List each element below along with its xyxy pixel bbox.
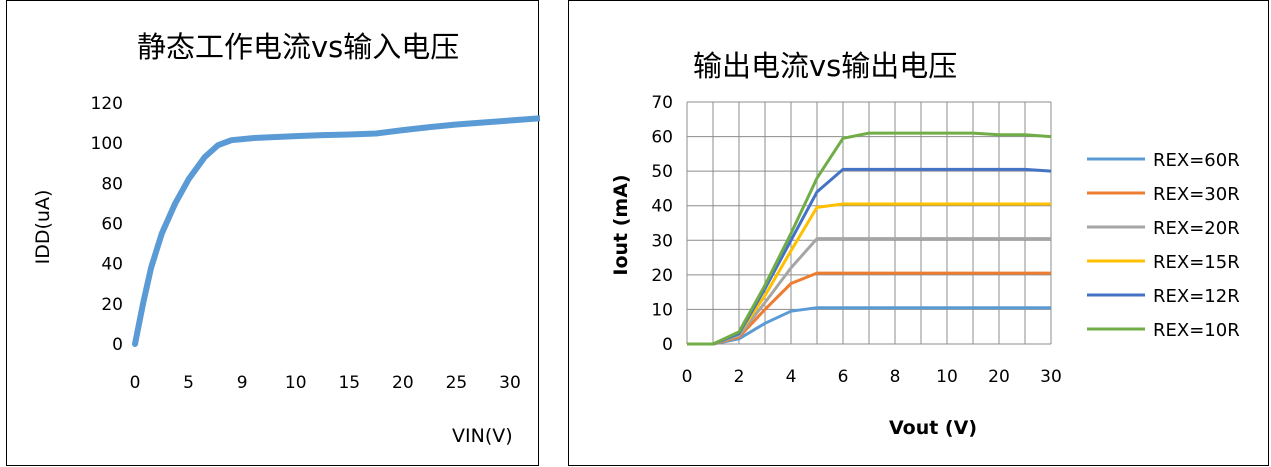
y-tick-label: 70 <box>651 93 673 113</box>
y-tick-label: 0 <box>112 335 123 355</box>
legend-item: REX=10R <box>1087 320 1240 341</box>
x-tick-label: 30 <box>1040 367 1062 387</box>
legend-label: REX=15R <box>1153 252 1240 273</box>
x-tick-label: 5 <box>183 373 194 393</box>
x-tick-label: 15 <box>338 373 360 393</box>
legend-item: REX=30R <box>1087 184 1240 205</box>
x-tick-label: 10 <box>285 373 307 393</box>
chart-panel-iout-vs-vout: 输出电流vs输出电压 Vout (V) Iout (mA) 0 10 20 30 40 5… <box>568 0 1269 466</box>
y-axis-title: IDD(uA) <box>32 190 54 265</box>
series-line-rex-20r <box>687 237 1051 346</box>
y-axis-title: Iout (mA) <box>610 174 632 275</box>
series-line-rex-60r <box>687 306 1051 346</box>
y-tick-label: 40 <box>101 255 123 275</box>
y-tick-label: 30 <box>651 231 673 251</box>
y-tick-label: 20 <box>101 295 123 315</box>
y-tick-label: 60 <box>101 215 123 235</box>
y-tick-label: 120 <box>91 94 123 114</box>
series-line-idd <box>132 115 540 347</box>
legend-item: REX=15R <box>1087 252 1240 273</box>
legend-label: REX=20R <box>1153 218 1240 239</box>
x-tick-label: 4 <box>786 367 797 387</box>
y-tick-label: 60 <box>651 128 673 148</box>
x-tick-label: 2 <box>734 367 745 387</box>
legend-label: REX=60R <box>1153 150 1240 171</box>
series-line-rex-10r <box>687 131 1052 346</box>
x-tick-label: 25 <box>446 373 468 393</box>
x-tick-label: 9 <box>237 373 248 393</box>
y-tick-label: 20 <box>651 266 673 286</box>
x-tick-label: 0 <box>130 373 141 393</box>
chart-panel-idd-vs-vin: 静态工作电流vs输入电压 VIN(V) IDD(uA) 0 20 40 60 80 100… <box>6 0 540 466</box>
legend-item: REX=12R <box>1087 286 1240 307</box>
x-tick-label: 10 <box>936 367 958 387</box>
y-tick-label: 100 <box>91 134 123 154</box>
y-tick-label: 10 <box>651 300 673 320</box>
chart-iout-vs-vout: 输出电流vs输出电压 Vout (V) Iout (mA) 0102030405… <box>610 49 1240 439</box>
y-tick-label: 0 <box>662 335 673 355</box>
x-tick-label: 30 <box>499 373 521 393</box>
x-tick-label: 20 <box>392 373 414 393</box>
series-line-rex-30r <box>687 271 1051 346</box>
y-tick-label: 40 <box>651 197 673 217</box>
legend-label: REX=10R <box>1153 320 1240 341</box>
chart-title: 静态工作电流vs输入电压 <box>137 30 459 64</box>
x-tick-label: 20 <box>988 367 1010 387</box>
chart-title: 输出电流vs输出电压 <box>693 49 957 83</box>
x-tick-label: 6 <box>838 367 849 387</box>
legend-label: REX=30R <box>1153 184 1240 205</box>
chart-idd-vs-vin: 静态工作电流vs输入电压 VIN(V) IDD(uA) 020406080100… <box>32 30 540 447</box>
legend-item: REX=20R <box>1087 218 1240 239</box>
legend-label: REX=12R <box>1153 286 1240 307</box>
x-tick-label: 0 <box>682 367 693 387</box>
legend-item: REX=60R <box>1087 150 1240 171</box>
x-tick-label: 8 <box>890 367 901 387</box>
x-axis-title: Vout (V) <box>889 417 977 439</box>
x-axis-title: VIN(V) <box>452 425 513 447</box>
y-tick-label: 50 <box>651 162 673 182</box>
y-tick-label: 80 <box>101 174 123 194</box>
